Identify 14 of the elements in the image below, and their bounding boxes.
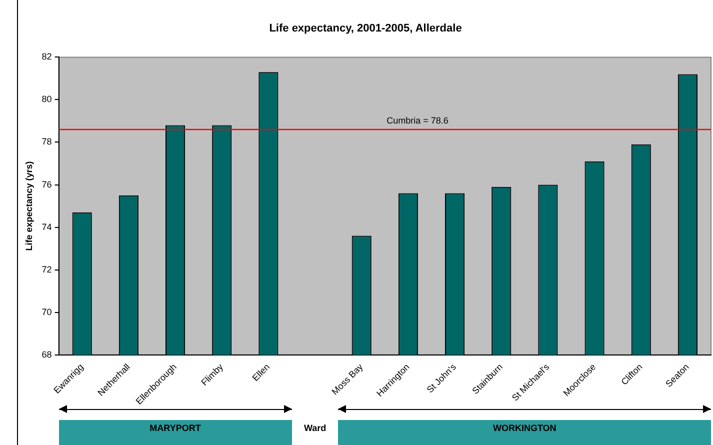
text: MARYPORT [148,423,202,433]
y-tick-label: 68 [42,349,52,360]
y-tick-label: 70 [42,306,52,317]
y-tick-label: 78 [42,136,52,147]
text: Ward [302,423,328,433]
y-tick-label: 80 [42,94,52,104]
y-axis-title: Life expectancy (yrs) [24,161,34,251]
ref-line-label: Cumbria = 78.6 [386,115,448,126]
y-tick-label: 76 [42,179,52,190]
chart-title: Life expectancy, 2001-2005, Allerdale [269,22,462,35]
y-tick-label: 82 [42,52,52,62]
text: WORKINGTON [492,423,558,433]
y-tick-label: 72 [42,264,52,274]
y-tick-label: 74 [42,222,52,232]
